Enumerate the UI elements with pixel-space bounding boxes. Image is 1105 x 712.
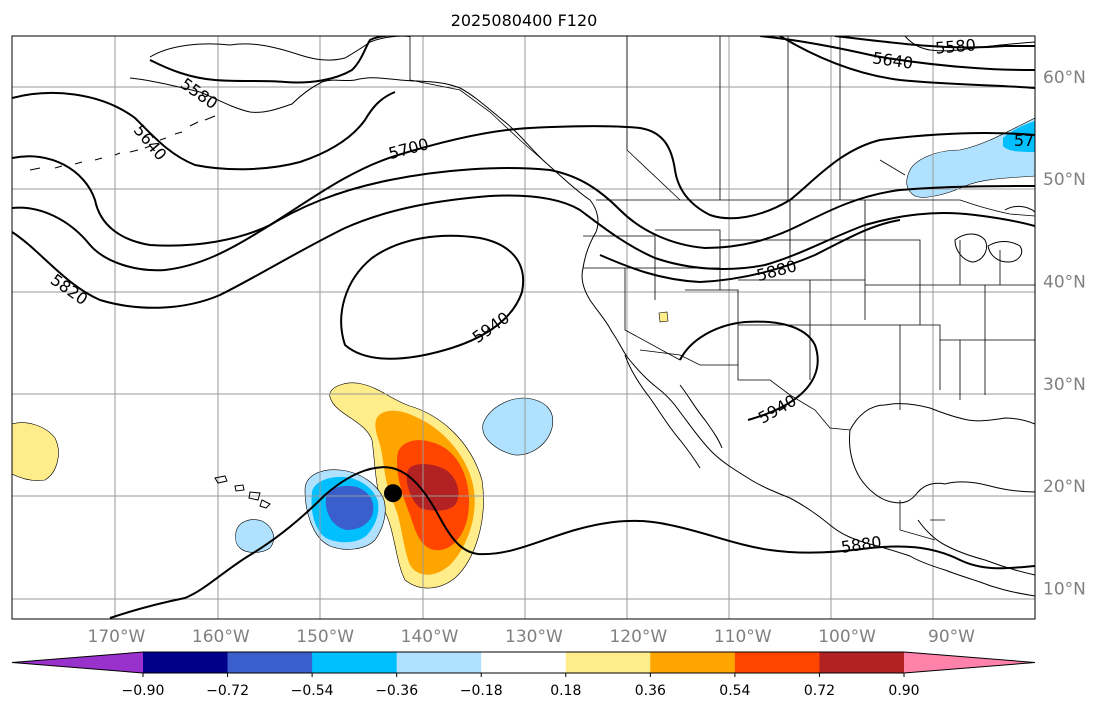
coastline-hawaii-2 [234,484,245,492]
colorbar-segment [565,652,651,673]
lon-tick-label: 160°W [192,627,250,647]
coastline-hawaii-1 [214,475,228,484]
lat-tick-label: 20°N [1043,477,1086,497]
lon-tick-label: 120°W [609,627,667,647]
border-us-mexico [639,349,851,431]
negative-anomaly-blue [325,486,374,530]
colorbar-segment [396,652,482,673]
colorbar-tick-label: 0.18 [550,683,581,699]
map-area: 5580 5640 5580 5640 5700 5820 5940 5880 … [12,35,1035,619]
coastline-baja [624,354,723,469]
positive-anomaly-darkred [406,464,459,511]
negative-anomaly-canada-cyan [1003,121,1035,152]
colorbar-segment [312,652,398,673]
colorbar-tick-label: −0.54 [291,683,334,699]
coastlines [29,36,1035,597]
lon-tick-label: 150°W [296,627,354,647]
storm-center-marker [384,484,403,503]
negative-anomaly-canada [906,117,1035,198]
longitude-tick-labels: 170°W 160°W 150°W 140°W 130°W 120°W 110°W 100°W… [88,627,976,647]
border-us-states-east [865,239,1035,410]
colorbar-tick-label: 0.54 [719,683,750,699]
contour-5760 [12,167,1035,272]
colorbar-tick-label: 0.72 [804,683,835,699]
contour-label-57xx: 57 [1014,131,1034,150]
contour-5640-west [12,91,396,171]
coastline-hawaii-3 [248,491,261,501]
contour-5700 [12,125,1035,247]
colorbar-tick-labels: −0.90 −0.72 −0.54 −0.36 −0.18 0.18 0.36 0.54 0.7… [122,673,920,699]
lat-tick-label: 60°N [1043,68,1086,88]
lat-tick-label: 30°N [1043,375,1086,395]
positive-anomaly-nevada [658,311,669,323]
contour-5940-high [340,234,525,360]
height-contours [12,36,1035,619]
colorbar-tick-label: −0.72 [206,683,249,699]
colorbar-segment [143,652,229,673]
negative-anomaly-east [482,397,554,456]
colorbar-tick-label: −0.36 [375,683,418,699]
contour-label-5580-east: 5580 [934,35,976,57]
colorbar-tick-label: −0.90 [122,683,165,699]
colorbar [11,651,1036,674]
colorbar-segment [481,652,567,673]
positive-anomaly-west [12,422,59,481]
coastline-hawaii-4 [259,499,271,509]
coastline-alaska-peninsula [129,77,599,233]
latitude-tick-labels: 60°N 50°N 40°N 30°N 20°N 10°N [1043,68,1086,599]
contour-5580-west [149,36,410,84]
negative-anomaly-hawaii [235,519,274,553]
colorbar-segment [650,652,736,673]
coastline-gulf-mexico [849,403,1035,504]
coastline-aleutians [29,115,216,171]
border-mexico-states [899,500,945,541]
colorbar-tick-label: 0.90 [888,683,919,699]
contour-5700-east [779,36,1035,89]
contour-5640-east [759,36,1035,71]
border-canada-provinces [626,36,906,201]
figure-title: 2025080400 F120 [451,11,598,30]
map-background [12,36,1035,619]
lon-tick-label: 90°W [928,627,975,647]
border-alaska-canada [409,36,546,163]
coastline-cuba [944,481,1035,493]
contour-5940-mexico [679,320,819,421]
lat-tick-label: 40°N [1043,272,1086,292]
lon-tick-label: 110°W [714,627,772,647]
lon-tick-label: 140°W [401,627,459,647]
colorbar-segment [227,652,313,673]
lon-tick-label: 170°W [88,627,146,647]
colorbar-extend-low [12,652,143,673]
contour-5880-south [109,466,1035,619]
lat-tick-label: 50°N [1043,170,1086,190]
colorbar-segment [819,652,905,673]
border-us-canada [596,199,1035,217]
coastline-west-us [581,231,1035,597]
political-borders [409,36,1035,541]
lon-tick-label: 100°W [818,627,876,647]
coastline-alaska-north [149,36,411,61]
contour-5580-east [834,36,1035,49]
colorbar-tick-label: −0.18 [460,683,503,699]
colorbar-tick-label: 0.36 [635,683,666,699]
colorbar-segment [734,652,820,673]
map-frame [11,35,1036,620]
lon-tick-label: 130°W [505,627,563,647]
colorbar-extend-high [904,652,1035,673]
contour-5880-north [599,219,901,284]
lat-tick-label: 10°N [1043,579,1086,599]
contour-5820 [12,194,1035,309]
